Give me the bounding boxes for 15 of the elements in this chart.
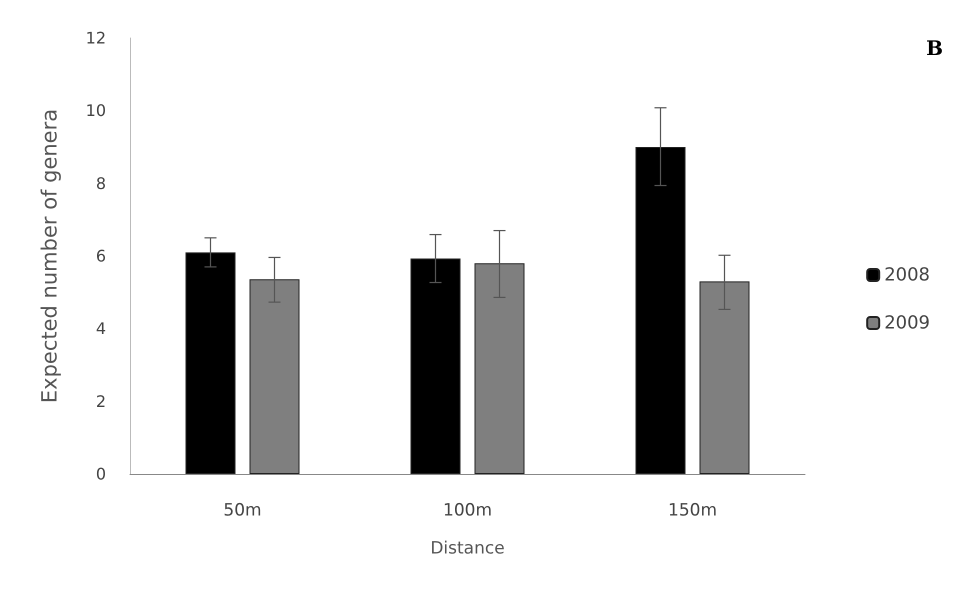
x-tick-label: 150m (668, 500, 718, 520)
y-tick-label: 4 (96, 319, 106, 338)
x-tick-label: 100m (442, 500, 492, 520)
y-tick-label: 12 (86, 28, 106, 48)
y-axis-title: Expected number of genera (38, 108, 62, 404)
y-tick-label: 10 (86, 101, 106, 120)
y-tick-label: 6 (96, 246, 106, 266)
text: B (926, 36, 943, 60)
x-axis-title: Distance (430, 538, 505, 558)
x-tick-label: 50m (223, 500, 262, 520)
y-tick-label: 2 (96, 392, 106, 411)
legend-label: 2008 (884, 264, 930, 286)
y-tick-label: 0 (96, 464, 106, 484)
y-tick-label: 8 (96, 174, 106, 193)
legend-label: 2009 (884, 312, 930, 334)
